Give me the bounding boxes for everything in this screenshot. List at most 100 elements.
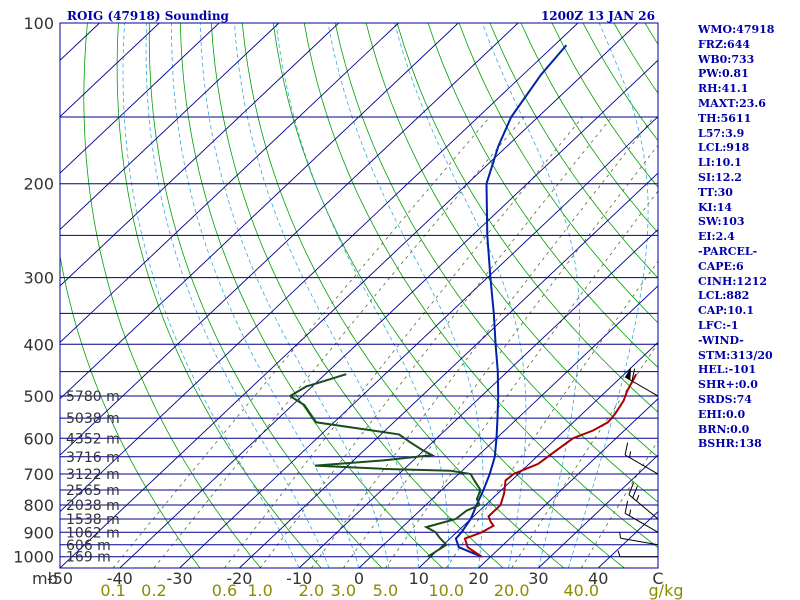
mixing-ratio-label: 1.0 bbox=[247, 581, 272, 600]
moist-adiabat bbox=[394, 23, 527, 568]
dry-adiabat bbox=[241, 23, 565, 568]
wind-barb-half bbox=[619, 531, 622, 539]
isotherm bbox=[119, 59, 658, 568]
temperature-tick-label: -40 bbox=[107, 569, 133, 588]
pressure-tick-label: 700 bbox=[23, 465, 54, 484]
dry-adiabat bbox=[334, 23, 658, 503]
height-label: 1538 m bbox=[66, 512, 120, 528]
temperature-profile bbox=[454, 44, 568, 558]
sounding-index-item: LI:10.1 bbox=[698, 156, 742, 170]
dry-adiabat bbox=[396, 23, 658, 413]
sounding-index-item: BSHR:138 bbox=[698, 437, 762, 451]
isotherm bbox=[538, 454, 658, 568]
mixing-ratio-label: g/kg bbox=[649, 581, 684, 600]
sounding-index-item: WB0:733 bbox=[698, 52, 755, 66]
wind-barb-full bbox=[624, 442, 629, 456]
isotherm bbox=[60, 23, 220, 174]
moist-adiabat bbox=[482, 23, 580, 568]
pressure-tick-label: 100 bbox=[23, 14, 54, 33]
sounding-index-item: L57:3.9 bbox=[698, 126, 745, 140]
dry-adiabat bbox=[489, 23, 658, 279]
sounding-index-item: LCL:918 bbox=[698, 141, 750, 155]
isotherm bbox=[60, 23, 160, 118]
height-label: 3122 m bbox=[66, 467, 120, 483]
mixing-ratio-label: 0.2 bbox=[141, 581, 166, 600]
height-label: 2565 m bbox=[66, 483, 120, 499]
moist-adiabat bbox=[327, 23, 484, 568]
dry-adiabat bbox=[83, 23, 261, 568]
pressure-tick-label: 300 bbox=[23, 269, 54, 288]
temperature-tick-label: 0 bbox=[354, 569, 364, 588]
moist-adiabat bbox=[122, 23, 300, 568]
sounding-index-item: WMO:47918 bbox=[698, 23, 775, 36]
station-title: ROIG (47918) Sounding bbox=[67, 9, 230, 23]
mixing-ratio-line bbox=[342, 144, 658, 568]
wind-barb-full bbox=[628, 482, 634, 495]
pressure-tick-label: 1000 bbox=[13, 548, 54, 567]
mixing-ratio-line bbox=[311, 116, 655, 568]
temperature-tick-label: C bbox=[652, 569, 663, 588]
sounding-index-item: -WIND- bbox=[698, 333, 744, 347]
sounding-index-item: TH:5611 bbox=[698, 111, 752, 125]
dry-adiabat bbox=[116, 23, 322, 568]
mixing-ratio-label: 10.0 bbox=[428, 581, 464, 600]
pressure-tick-label: 800 bbox=[23, 496, 54, 515]
height-label: 2038 m bbox=[66, 498, 120, 514]
sounding-index-item: BRN:0.0 bbox=[698, 422, 750, 436]
temperature-tick-label: -30 bbox=[167, 569, 193, 588]
wind-barb-pennant bbox=[625, 366, 632, 380]
pressure-tick-label: 500 bbox=[23, 387, 54, 406]
sounding-index-item: CAPE:6 bbox=[698, 259, 744, 273]
dry-adiabat bbox=[427, 23, 658, 368]
sounding-index-item: EHI:0.0 bbox=[698, 407, 746, 421]
mixing-ratio-line bbox=[259, 116, 613, 568]
moist-adiabat bbox=[171, 23, 360, 568]
temperature-tick-label: 10 bbox=[409, 569, 429, 588]
sounding-index-item: PW:0.81 bbox=[698, 67, 749, 81]
sounding-index-item: RH:41.1 bbox=[698, 82, 749, 96]
sounding-index-item: LCL:882 bbox=[698, 289, 750, 303]
wind-barb-shaft bbox=[624, 376, 659, 397]
sounding-indices-panel: WMO:47918 FRZ:644 WB0:733 PW:0.81 RH:41.1 MAX… bbox=[698, 23, 798, 452]
sounding-index-item: SHR+:0.0 bbox=[698, 378, 758, 392]
height-label: 3716 m bbox=[66, 450, 120, 466]
sounding-index-item: KI:14 bbox=[698, 200, 733, 214]
sounding-index-item: CINH:1212 bbox=[698, 274, 768, 288]
dry-adiabat bbox=[60, 253, 201, 568]
moist-adiabat bbox=[145, 23, 330, 568]
moist-adiabat bbox=[275, 23, 450, 568]
height-label: 1062 m bbox=[66, 525, 120, 541]
isotherm bbox=[60, 23, 639, 568]
height-label: 4352 m bbox=[66, 431, 120, 447]
wind-barb-full bbox=[631, 368, 636, 382]
sounding-index-item: SRDS:74 bbox=[698, 392, 752, 406]
sounding-index-item: SW:103 bbox=[698, 215, 745, 229]
sounding-index-item: HEL:-101 bbox=[698, 363, 757, 377]
isotherm bbox=[179, 116, 658, 568]
isotherm bbox=[0, 23, 40, 568]
temperature-tick-label: -50 bbox=[47, 569, 73, 588]
sounding-index-item: EI:2.4 bbox=[698, 230, 735, 244]
isotherm bbox=[60, 23, 519, 456]
dewpoint-profile bbox=[288, 373, 482, 558]
mixing-ratio-label: 5.0 bbox=[373, 581, 398, 600]
temperature-tick-label: 40 bbox=[588, 569, 608, 588]
isotherm bbox=[60, 23, 579, 513]
sounding-time: 1200Z 13 JAN 26 bbox=[541, 9, 655, 23]
pressure-unit-label: mb bbox=[32, 569, 58, 588]
dry-adiabat bbox=[179, 23, 443, 568]
sounding-index-item: FRZ:644 bbox=[698, 37, 751, 51]
wind-barb-shaft bbox=[624, 454, 659, 475]
temperature-tick-label: -20 bbox=[226, 569, 252, 588]
isotherm bbox=[60, 23, 340, 287]
wind-barb-half bbox=[636, 494, 640, 502]
sounding-index-item: SI:12.2 bbox=[698, 170, 742, 184]
isotherm bbox=[298, 228, 658, 568]
sounding-index-item: -PARCEL- bbox=[698, 244, 758, 258]
height-label: 606 m bbox=[66, 538, 111, 554]
pressure-tick-label: 400 bbox=[23, 335, 54, 354]
sounding-index-item: LFC:-1 bbox=[698, 318, 739, 332]
sounding-index-item: STM:313/20 bbox=[698, 348, 773, 362]
temperature-tick-label: -10 bbox=[286, 569, 312, 588]
wind-barb-shaft bbox=[628, 494, 659, 520]
